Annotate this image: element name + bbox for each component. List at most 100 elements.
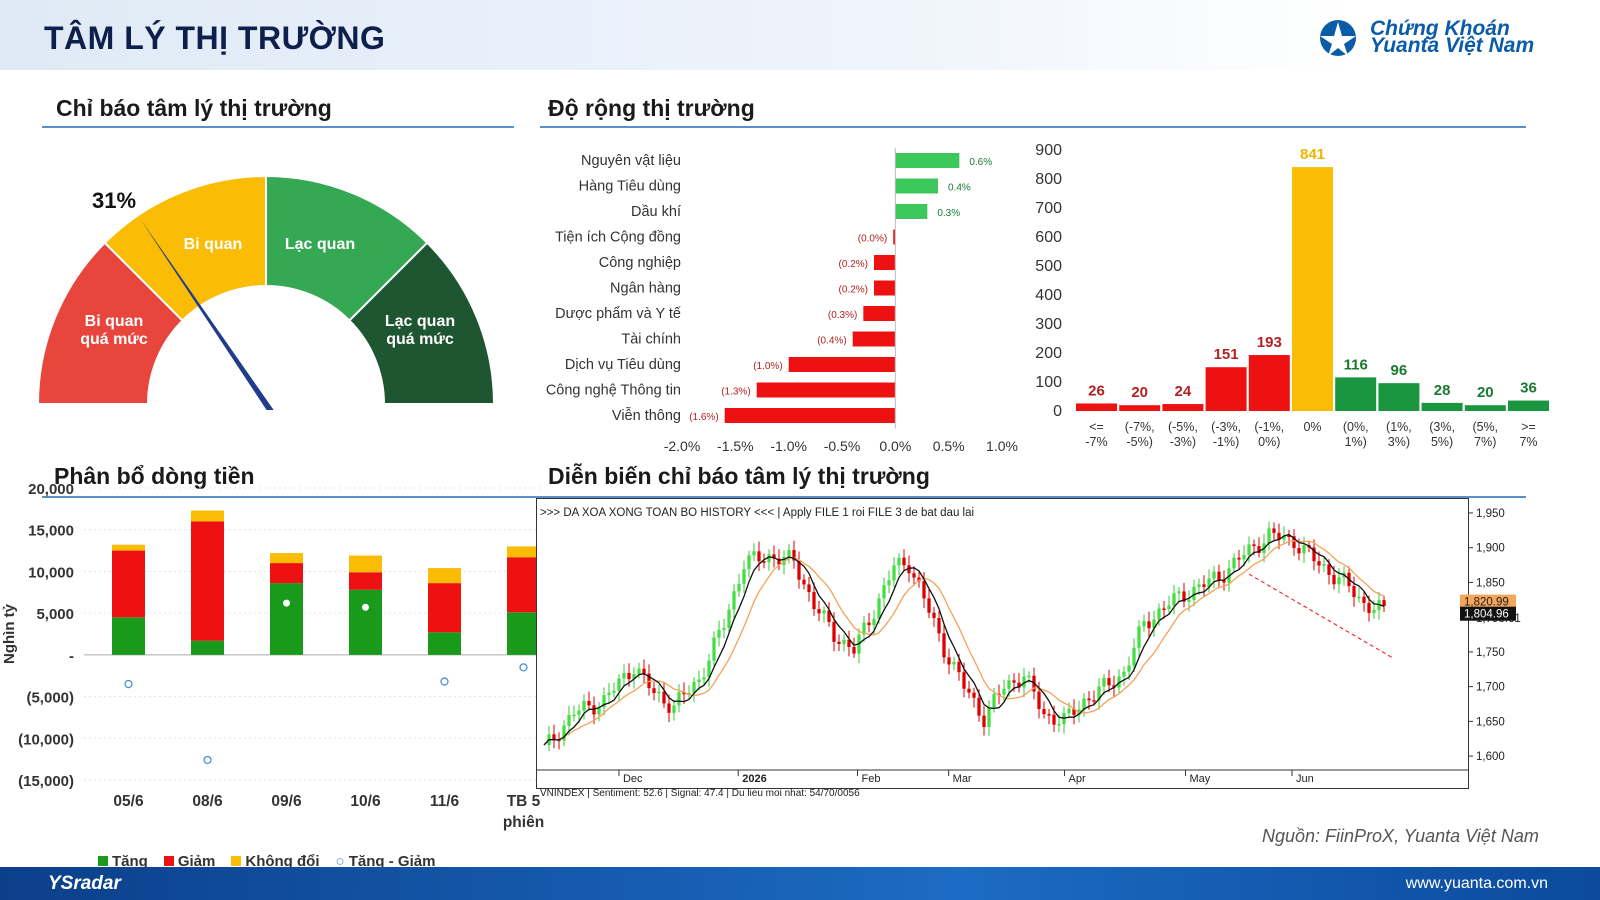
flow-bar-2 xyxy=(112,544,145,551)
candle-body xyxy=(1202,584,1206,587)
candle-body xyxy=(1132,647,1136,666)
flow-net-marker xyxy=(440,677,449,686)
candle-body xyxy=(1332,574,1336,585)
flow-legend: Tăng Giảm Không đổi ○ Tăng - Giảm xyxy=(98,853,435,870)
sector-label: Công nghiệp xyxy=(599,255,681,271)
flow-bar-1 xyxy=(112,550,145,618)
candle-body xyxy=(582,700,586,711)
candle-body xyxy=(1072,708,1076,715)
candle-body xyxy=(877,598,881,620)
sector-bar xyxy=(756,382,896,398)
candle-body xyxy=(1057,724,1061,726)
breadth-value-label: 151 xyxy=(1214,346,1239,363)
breadth-x-tick: 0%) xyxy=(1258,435,1280,449)
candle-body xyxy=(1097,686,1101,701)
flow-y-tick: (5,000) xyxy=(26,690,74,707)
flow-bar-0 xyxy=(191,640,224,655)
breadth-x-tick: (5%, xyxy=(1472,420,1498,434)
gauge-rule xyxy=(42,126,514,128)
history-x-tick: 2026 xyxy=(742,773,766,785)
candle-body xyxy=(842,639,846,644)
logo-text: Chứng Khoán Yuanta Việt Nam xyxy=(1370,17,1535,57)
candle-body xyxy=(1157,608,1161,620)
candle-body xyxy=(672,705,676,713)
candle-body xyxy=(1257,546,1261,553)
breadth-x-tick: -7% xyxy=(1085,435,1107,449)
flow-x-tick: TB 5 xyxy=(507,793,541,810)
candle-body xyxy=(962,672,966,689)
candle-body xyxy=(1197,584,1201,587)
sector-bar xyxy=(895,153,960,168)
history-price-tag-2-text: 1,804.96 xyxy=(1464,609,1509,621)
candle-body xyxy=(817,609,821,614)
candle-body xyxy=(1367,602,1371,614)
sector-x-tick: 0.5% xyxy=(933,438,965,454)
sector-value-label: (0.0%) xyxy=(858,234,887,245)
candle-body xyxy=(1292,536,1296,549)
sector-bar xyxy=(863,306,896,321)
candle-body xyxy=(1352,586,1356,598)
candle-body xyxy=(597,707,601,715)
candle-body xyxy=(992,693,996,708)
candle-body xyxy=(702,677,706,680)
candle-body xyxy=(802,579,806,585)
candle-body xyxy=(567,714,571,726)
flow-bar-2 xyxy=(349,555,382,573)
candle-body xyxy=(562,725,566,741)
candle-body xyxy=(1187,599,1191,602)
candle-body xyxy=(1277,532,1281,540)
candle-body xyxy=(1127,665,1131,672)
flow-net-marker xyxy=(124,679,133,689)
sector-bar xyxy=(788,357,896,372)
sector-bar xyxy=(724,408,896,423)
candle-body xyxy=(1207,578,1211,587)
footer-url[interactable]: www.yuanta.com.vn xyxy=(1405,875,1548,892)
breadth-x-tick: (0%, xyxy=(1343,420,1369,434)
gauge-label-extreme-fear: Bi quan xyxy=(85,313,144,330)
history-x-tick: Mar xyxy=(953,773,972,785)
sector-label: Hàng Tiêu dùng xyxy=(579,179,681,195)
candle-body xyxy=(1052,714,1056,725)
gauge-value-label: 31% xyxy=(92,188,136,213)
breadth-x-tick: -1%) xyxy=(1213,435,1239,449)
breadth-y-tick: 800 xyxy=(1035,171,1062,188)
candle-body xyxy=(867,622,871,626)
candle-body xyxy=(727,609,731,629)
history-y-tick: 1,600 xyxy=(1476,751,1505,763)
candle-body xyxy=(1017,682,1021,688)
candle-body xyxy=(742,569,746,584)
candle-body xyxy=(1107,678,1111,686)
source-note: Nguồn: FiinProX, Yuanta Việt Nam xyxy=(1262,826,1539,846)
breadth-y-tick: 900 xyxy=(1035,142,1062,159)
gauge-label-extreme-fear-2: quá mức xyxy=(80,331,148,348)
candle-body xyxy=(1147,621,1151,629)
candle-body xyxy=(737,583,741,592)
candle-body xyxy=(1002,688,1006,695)
candle-body xyxy=(1357,596,1361,599)
candle-body xyxy=(1087,698,1091,701)
logo: Chứng Khoán Yuanta Việt Nam xyxy=(1318,18,1588,58)
candle-body xyxy=(767,554,771,563)
candle-body xyxy=(852,647,856,654)
candle-body xyxy=(972,692,976,698)
candle-body xyxy=(712,637,716,661)
candle-body xyxy=(1067,708,1071,714)
breadth-x-tick: 7% xyxy=(1519,435,1537,449)
flow-bar-2 xyxy=(428,568,461,584)
candle-body xyxy=(977,697,981,716)
flow-bar-1 xyxy=(270,563,303,584)
candle-body xyxy=(552,734,556,740)
candle-body xyxy=(1162,608,1166,611)
flow-title: Phân bổ dòng tiền xyxy=(54,463,255,489)
breadth-y-tick: 0 xyxy=(1053,403,1062,420)
breadth-bar xyxy=(1508,400,1549,411)
candle-body xyxy=(927,598,931,613)
candle-body xyxy=(772,554,776,559)
candle-body xyxy=(722,628,726,630)
candle-body xyxy=(1102,678,1106,687)
breadth-value-label: 841 xyxy=(1300,146,1325,163)
sector-label: Nguyên vật liệu xyxy=(581,153,681,169)
sector-bar xyxy=(874,280,896,296)
candle-body xyxy=(602,695,606,708)
breadth-bar xyxy=(1421,402,1463,411)
